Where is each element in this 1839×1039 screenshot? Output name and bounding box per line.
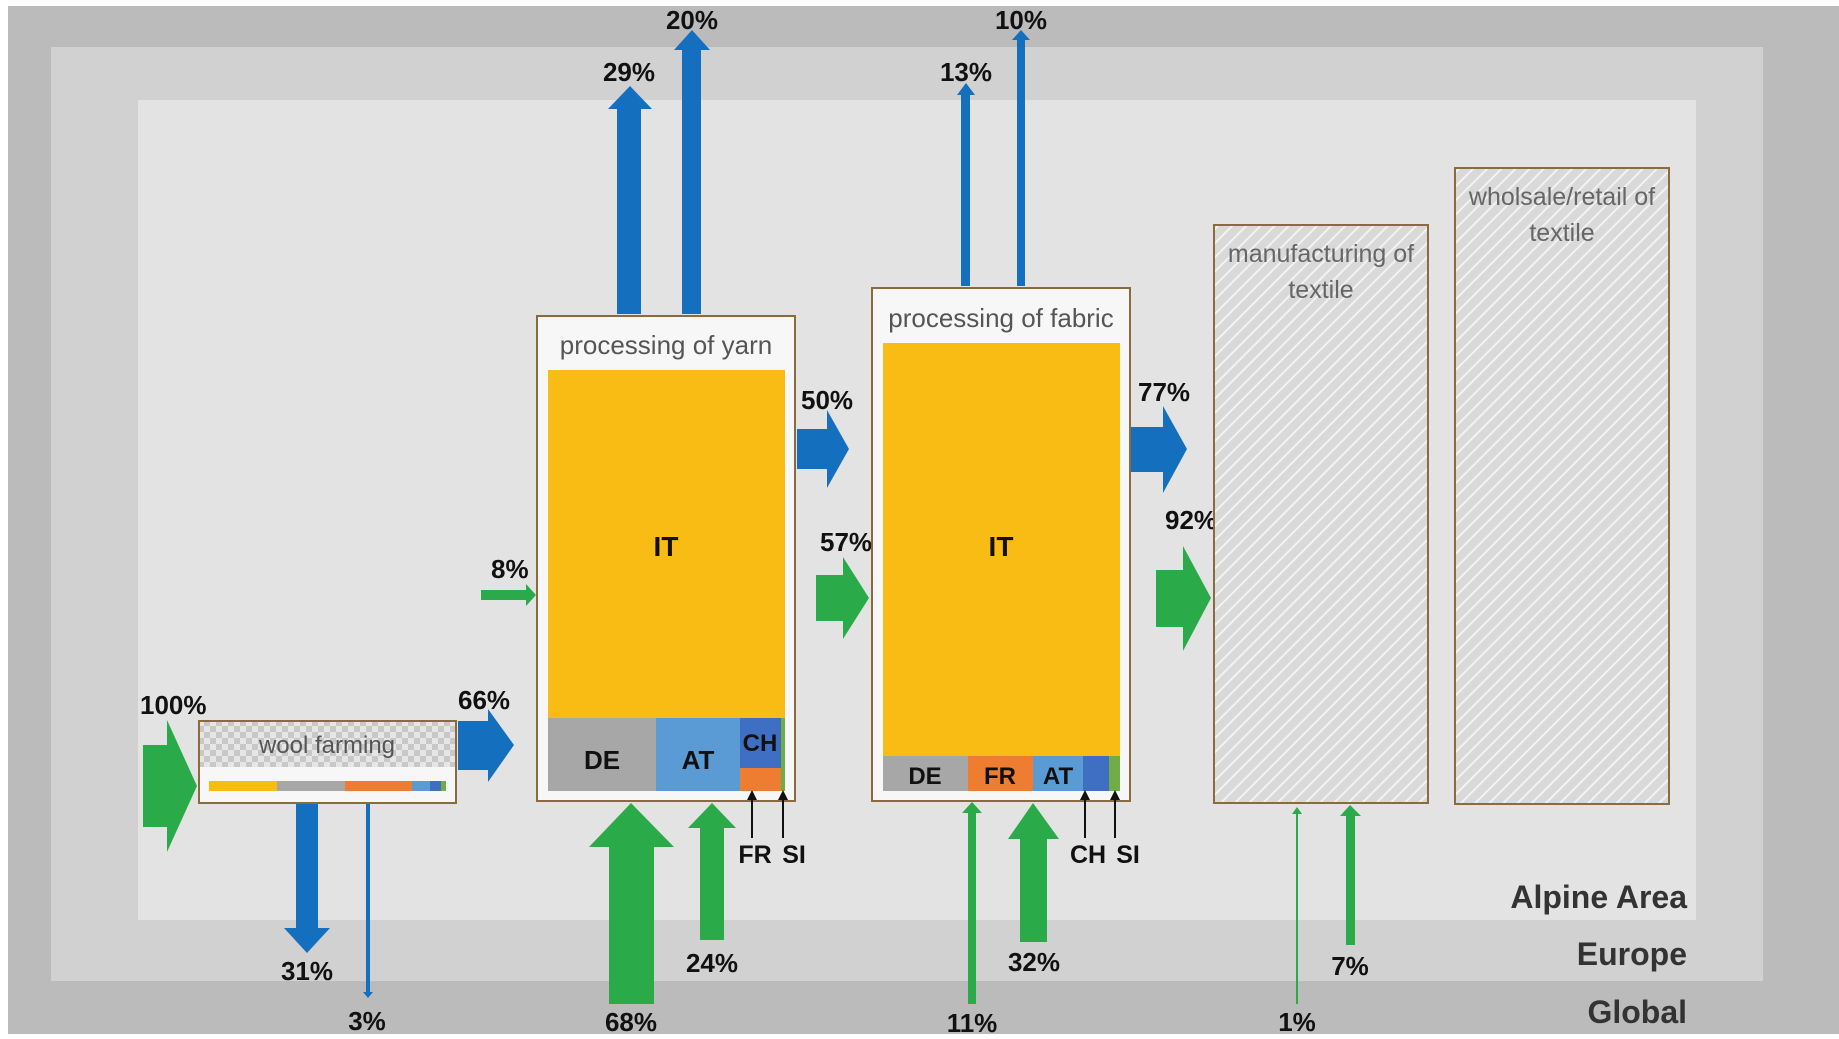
retail-box: wholsale/retail of textile [1454, 167, 1670, 805]
flow-fabric-in-global-arrow [962, 802, 982, 1004]
retail-title-line2: textile [1529, 219, 1594, 247]
flow-yarn-in-europe-arrow [688, 803, 736, 940]
region-label-global: Global [1587, 994, 1687, 1030]
flow-wool-out-europe-label: 31% [281, 956, 333, 986]
yarn-segment-it [548, 370, 785, 718]
yarn-si-callout-arrowhead [778, 790, 788, 800]
fabric-segment-de [883, 756, 968, 791]
flow-manufacturing-in-global-label: 1% [1278, 1007, 1316, 1034]
wool-bar-fr [345, 781, 412, 791]
wool-farming-box: wool farming [198, 720, 457, 804]
flow-wool-in-arrow [143, 720, 197, 852]
flow-manufacturing-in-europe-arrow [1340, 805, 1361, 945]
fabric-segment-fr [968, 756, 1033, 791]
flow-yarn-out-global-label: 20% [666, 5, 718, 35]
flow-fabric-out-global-arrow [1012, 30, 1030, 286]
yarn-segment-ch-label: CH [743, 730, 778, 757]
flow-yarn-out-europe-label: 29% [603, 57, 655, 87]
fabric-title: processing of fabric [888, 303, 1113, 333]
yarn-segment-ch [740, 718, 781, 768]
flow-fabric-out-global-label: 10% [995, 5, 1047, 35]
fabric-segment-de-label: DE [908, 763, 941, 790]
flow-wool-out-global-label: 3% [348, 1006, 386, 1034]
fabric-segment-si [1109, 756, 1120, 791]
flow-wool-out-global-arrow [363, 804, 373, 998]
yarn-fr-callout-label: FR [738, 841, 771, 869]
flow-yarn-to-fabric-label: 50% [801, 385, 853, 415]
yarn-segment-at-label: AT [682, 745, 715, 775]
fabric-ch-callout-label: CH [1070, 841, 1106, 869]
wool-farming-title: wool farming [258, 732, 395, 759]
flow-yarn-in-alpine-label: 8% [491, 554, 529, 584]
fabric-segment-fr-label: FR [984, 763, 1016, 790]
region-label-europe: Europe [1577, 936, 1687, 972]
manufacturing-title-line2: textile [1288, 276, 1353, 304]
yarn-segment-si [781, 718, 785, 791]
flow-wool-in-label: 100% [140, 690, 207, 720]
flow-yarn-out-europe-arrow [608, 86, 652, 314]
flow-fabric-out-europe-arrow [957, 83, 975, 286]
yarn-segment-at [656, 718, 740, 791]
yarn-fr-callout-arrowhead [747, 790, 757, 800]
wool-bar-ch [430, 781, 441, 791]
wool-bar-si [441, 781, 446, 791]
wool-bar-de [277, 781, 345, 791]
flow-fabric-in-global-label: 11% [947, 1008, 998, 1034]
flow-wool-out-europe-arrow [284, 804, 330, 953]
fabric-si-callout-label: SI [1116, 841, 1140, 869]
flow-wool-to-yarn-label: 66% [458, 685, 510, 715]
yarn-segment-fr [740, 768, 781, 791]
flow-fabric-in-alpine-arrow [816, 557, 869, 639]
flow-wool-to-yarn-arrow [458, 709, 514, 782]
flow-fabric-in-alpine-label: 57% [820, 527, 872, 557]
flow-fabric-to-manufacturing-label: 77% [1138, 377, 1190, 407]
yarn-segment-de [548, 718, 656, 791]
fabric-si-callout-arrowhead [1110, 790, 1120, 800]
flow-fabric-in-europe-arrow [1008, 803, 1059, 942]
flow-manufacturing-in-global-arrow [1292, 807, 1302, 1004]
yarn-title: processing of yarn [560, 330, 772, 360]
retail-title-line1: wholsale/retail of [1468, 183, 1655, 211]
fabric-ch-callout-arrowhead [1080, 790, 1090, 800]
flow-yarn-in-global-arrow [589, 803, 674, 1004]
fabric-box: processing of fabric IT DE FR AT [871, 287, 1131, 802]
flow-yarn-out-global-arrow [674, 30, 710, 314]
manufacturing-title-line1: manufacturing of [1228, 240, 1414, 268]
wool-bar-it [209, 781, 277, 791]
manufacturing-box: manufacturing of textile [1213, 224, 1429, 804]
region-label-alpine: Alpine Area [1510, 879, 1687, 915]
fabric-segment-at [1033, 756, 1083, 791]
yarn-si-callout-label: SI [782, 841, 806, 869]
yarn-segment-it-label: IT [654, 531, 679, 562]
fabric-segment-at-label: AT [1043, 763, 1074, 790]
flow-yarn-to-fabric-arrow [797, 410, 849, 488]
flow-fabric-in-europe-label: 32% [1008, 947, 1060, 977]
fabric-segment-ch [1083, 756, 1109, 791]
fabric-segment-it [883, 343, 1120, 756]
fabric-segment-it-label: IT [989, 531, 1014, 562]
flow-yarn-in-alpine-arrow [481, 584, 536, 606]
flow-fabric-to-manufacturing-arrow [1131, 406, 1187, 493]
flow-fabric-out-europe-label: 13% [940, 57, 992, 87]
yarn-box: processing of yarn IT DE AT CH [536, 315, 796, 802]
flow-manufacturing-in-alpine-arrow [1156, 546, 1211, 651]
flow-yarn-in-global-label: 68% [605, 1007, 657, 1034]
flow-manufacturing-in-alpine-label: 92% [1165, 505, 1217, 535]
yarn-segment-de-label: DE [584, 745, 620, 775]
flow-manufacturing-in-europe-label: 7% [1331, 951, 1369, 981]
wool-bar-at [412, 781, 430, 791]
flow-yarn-in-europe-label: 24% [686, 948, 738, 978]
